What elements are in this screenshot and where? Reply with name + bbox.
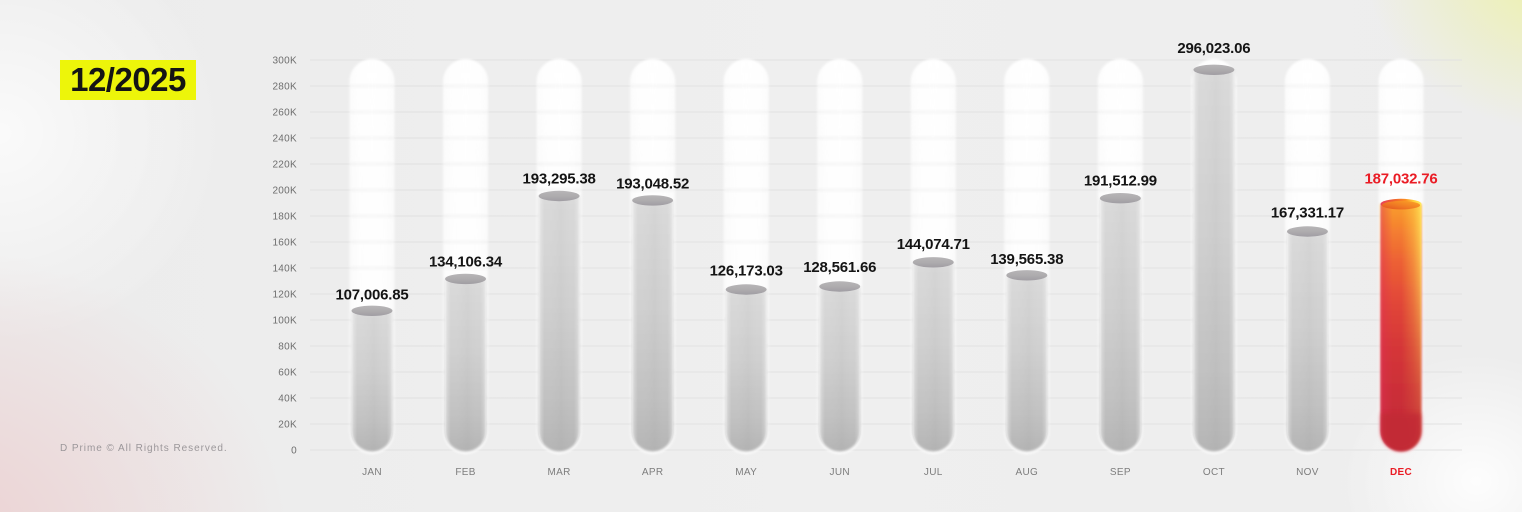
svg-text:128,561.66: 128,561.66 bbox=[803, 259, 876, 276]
svg-text:240K: 240K bbox=[272, 134, 297, 145]
svg-text:FEB: FEB bbox=[455, 467, 475, 478]
svg-text:296,023.06: 296,023.06 bbox=[1177, 40, 1250, 57]
svg-text:APR: APR bbox=[642, 467, 663, 478]
svg-text:JUL: JUL bbox=[924, 467, 943, 478]
svg-text:134,106.34: 134,106.34 bbox=[429, 253, 503, 270]
svg-text:100K: 100K bbox=[272, 316, 297, 327]
svg-text:0: 0 bbox=[291, 446, 297, 457]
svg-text:MAY: MAY bbox=[735, 467, 757, 478]
svg-text:SEP: SEP bbox=[1110, 467, 1131, 478]
svg-text:JUN: JUN bbox=[830, 467, 850, 478]
svg-text:280K: 280K bbox=[272, 82, 297, 93]
svg-text:193,295.38: 193,295.38 bbox=[523, 170, 596, 187]
svg-text:20K: 20K bbox=[278, 420, 297, 431]
svg-text:167,331.17: 167,331.17 bbox=[1271, 205, 1344, 222]
svg-text:OCT: OCT bbox=[1203, 467, 1225, 478]
svg-text:139,565.38: 139,565.38 bbox=[990, 251, 1063, 268]
svg-text:DEC: DEC bbox=[1390, 467, 1412, 478]
svg-text:140K: 140K bbox=[272, 264, 297, 275]
svg-text:NOV: NOV bbox=[1296, 467, 1319, 478]
svg-text:193,048.52: 193,048.52 bbox=[616, 175, 689, 192]
svg-text:180K: 180K bbox=[272, 212, 297, 223]
svg-text:JAN: JAN bbox=[362, 467, 382, 478]
svg-text:80K: 80K bbox=[278, 342, 297, 353]
svg-text:187,032.76: 187,032.76 bbox=[1364, 170, 1437, 187]
svg-text:MAR: MAR bbox=[548, 467, 571, 478]
svg-text:40K: 40K bbox=[278, 394, 297, 405]
svg-text:191,512.99: 191,512.99 bbox=[1084, 172, 1157, 189]
svg-text:300K: 300K bbox=[272, 56, 297, 67]
svg-text:120K: 120K bbox=[272, 290, 297, 301]
svg-text:126,173.03: 126,173.03 bbox=[710, 262, 783, 279]
svg-text:200K: 200K bbox=[272, 186, 297, 197]
svg-text:260K: 260K bbox=[272, 108, 297, 119]
svg-text:144,074.71: 144,074.71 bbox=[897, 236, 970, 253]
svg-text:107,006.85: 107,006.85 bbox=[335, 286, 408, 303]
svg-text:220K: 220K bbox=[272, 160, 297, 171]
svg-text:160K: 160K bbox=[272, 238, 297, 249]
svg-text:AUG: AUG bbox=[1016, 467, 1039, 478]
svg-text:60K: 60K bbox=[278, 368, 297, 379]
